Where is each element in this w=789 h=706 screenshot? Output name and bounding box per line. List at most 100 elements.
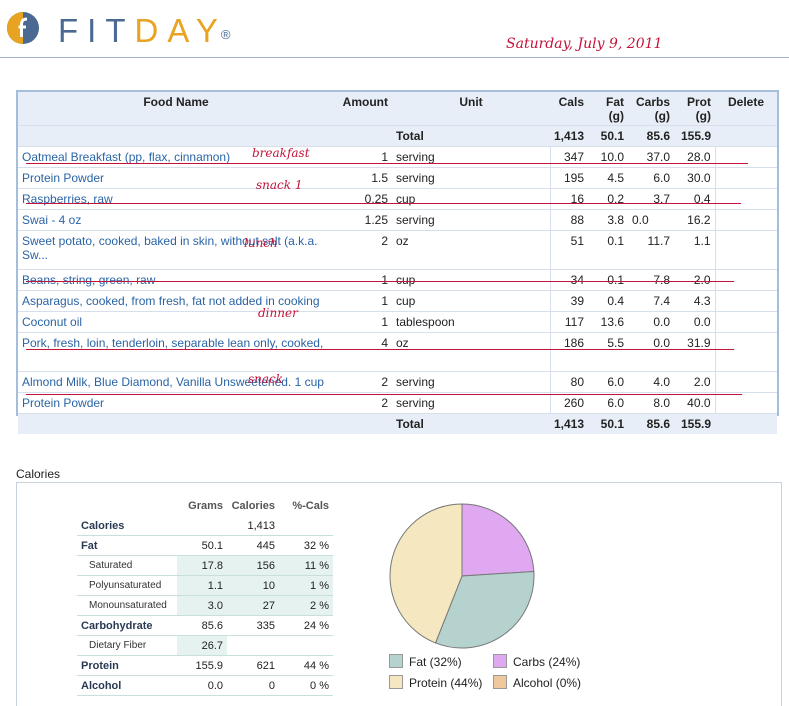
summary-calories: 156 [227, 555, 279, 576]
food-amount[interactable]: 2 [334, 391, 392, 413]
date-annotation: Saturday, July 9, 2011 [506, 36, 663, 52]
total-row-bottom: Total 1,413 50.1 85.6 155.9 [18, 412, 777, 434]
food-unit[interactable]: oz [392, 229, 550, 269]
delete-cell[interactable] [714, 391, 777, 413]
summary-label: Dietary Fiber [77, 635, 177, 656]
legend-swatch [389, 675, 403, 689]
summary-header-row: Grams Calories %-Cals [77, 496, 333, 516]
food-unit[interactable]: tablespoon [392, 310, 550, 332]
food-unit[interactable]: serving [392, 166, 550, 188]
food-fat: 5.5 [588, 331, 628, 371]
delete-cell[interactable] [714, 166, 777, 188]
food-unit[interactable]: cup [392, 268, 550, 290]
summary-pct [279, 635, 333, 656]
delete-cell[interactable] [714, 289, 777, 311]
food-carbs: 3.7 [628, 187, 674, 209]
food-amount[interactable]: 1 [334, 310, 392, 332]
food-link[interactable]: Swai - 4 oz [22, 212, 82, 227]
food-amount[interactable]: 4 [334, 331, 392, 371]
food-link[interactable]: Almond Milk, Blue Diamond, Vanilla Unswe… [22, 374, 324, 389]
food-link[interactable]: Sweet potato, cooked, baked in skin, wit… [22, 233, 318, 262]
total-carbs: 85.6 [628, 124, 674, 146]
delete-cell[interactable] [714, 187, 777, 209]
summary-label: Saturated [77, 555, 177, 576]
food-unit[interactable]: serving [392, 145, 550, 167]
food-unit[interactable]: serving [392, 208, 550, 230]
food-link[interactable]: Pork, fresh, loin, tenderloin, separable… [22, 335, 324, 350]
food-log-table: Food Name Amount Unit Cals Fat (g) Carbs… [16, 90, 779, 434]
food-link[interactable]: Beans, string, green, raw [22, 272, 156, 287]
food-prot: 31.9 [674, 331, 715, 371]
food-amount[interactable]: 1 [334, 145, 392, 167]
food-fat: 3.8 [588, 208, 628, 230]
legend-swatch [493, 654, 507, 668]
col-cals: Cals [550, 92, 588, 125]
total-fat: 50.1 [588, 412, 628, 434]
food-link[interactable]: Protein Powder [22, 170, 105, 185]
food-unit[interactable]: cup [392, 289, 550, 311]
calories-section-title: Calories [16, 467, 61, 481]
summary-pct: 2 % [279, 595, 333, 616]
delete-cell[interactable] [714, 268, 777, 290]
summary-label: Fat [77, 535, 177, 556]
calorie-pie-chart [389, 503, 535, 649]
food-row: Protein Powder 1.5 serving 195 4.5 6.0 3… [18, 166, 777, 188]
food-link[interactable]: Coconut oil [22, 314, 83, 329]
pie-slice-protein [389, 503, 463, 644]
logo-registered: ® [220, 27, 231, 42]
food-carbs: 8.0 [628, 391, 674, 413]
delete-cell[interactable] [714, 370, 777, 392]
delete-cell[interactable] [714, 208, 777, 230]
food-unit[interactable]: cup [392, 187, 550, 209]
food-amount[interactable]: 1.25 [334, 208, 392, 230]
food-fat: 0.1 [588, 229, 628, 269]
fitday-logo[interactable]: FITDAY® [58, 13, 236, 49]
food-cals: 117 [549, 310, 588, 332]
food-unit[interactable]: oz [392, 331, 550, 371]
summary-grams [177, 516, 227, 536]
total-label: Total [392, 412, 550, 434]
food-unit[interactable]: serving [392, 391, 550, 413]
food-cals: 39 [549, 289, 588, 311]
summary-row: Dietary Fiber 26.7 [77, 635, 333, 656]
food-unit[interactable]: serving [392, 370, 550, 392]
food-amount[interactable]: 1 [334, 268, 392, 290]
summary-calories: 335 [227, 615, 279, 636]
summary-label: Polyunsaturated [77, 575, 177, 596]
calories-panel: Grams Calories %-Cals Calories 1,413 Fat… [16, 482, 782, 706]
summary-pct [279, 516, 333, 536]
food-fat: 6.0 [588, 370, 628, 392]
legend-item-fat: Fat (32%) [389, 654, 462, 669]
total-cals: 1,413 [550, 124, 588, 146]
delete-cell[interactable] [714, 145, 777, 167]
food-amount[interactable]: 2 [334, 229, 392, 269]
summary-grams: 50.1 [177, 535, 227, 556]
food-cals: 16 [549, 187, 588, 209]
summary-calories: 445 [227, 535, 279, 556]
delete-cell[interactable] [714, 331, 777, 371]
food-amount[interactable]: 1.5 [334, 166, 392, 188]
food-row: Oatmeal Breakfast (pp, flax, cinnamon) 1… [18, 145, 777, 167]
food-link[interactable]: Oatmeal Breakfast (pp, flax, cinnamon) [22, 149, 231, 164]
summary-pct: 24 % [279, 615, 333, 636]
legend-label: Protein (44%) [409, 676, 483, 690]
pie-slice-carbs [461, 503, 535, 577]
food-row: Beans, string, green, raw 1 cup 34 0.1 7… [18, 268, 777, 290]
food-carbs: 0.0 [628, 310, 674, 332]
col-prot: Prot (g) [674, 92, 715, 125]
lunch-note: lunch [244, 236, 278, 250]
delete-cell[interactable] [714, 310, 777, 332]
food-link[interactable]: Asparagus, cooked, from fresh, fat not a… [22, 293, 320, 308]
food-link[interactable]: Protein Powder [22, 395, 105, 410]
food-row: Protein Powder 2 serving 260 6.0 8.0 40.… [18, 391, 777, 413]
food-prot: 0.0 [674, 310, 715, 332]
food-amount[interactable]: 1 [334, 289, 392, 311]
total-carbs: 85.6 [628, 412, 674, 434]
food-link[interactable]: Raspberries, raw [22, 191, 113, 206]
food-amount[interactable]: 2 [334, 370, 392, 392]
delete-cell[interactable] [714, 229, 777, 269]
summary-calories: 27 [227, 595, 279, 616]
food-amount[interactable]: 0.25 [334, 187, 392, 209]
summary-calories: 10 [227, 575, 279, 596]
legend-item-alcohol: Alcohol (0%) [493, 675, 581, 690]
